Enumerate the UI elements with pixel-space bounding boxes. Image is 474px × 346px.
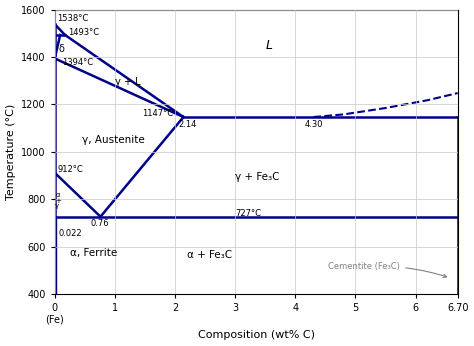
Text: α
+
γ: α + γ — [55, 192, 61, 209]
Text: 1147°C: 1147°C — [142, 109, 173, 118]
Text: γ + L: γ + L — [115, 77, 140, 87]
Text: 0.76: 0.76 — [91, 219, 109, 228]
Text: 727°C: 727°C — [235, 209, 261, 218]
Text: 2.14: 2.14 — [178, 120, 196, 129]
Text: 1493°C: 1493°C — [68, 28, 99, 37]
Text: γ + Fe₃C: γ + Fe₃C — [235, 172, 280, 182]
Y-axis label: Temperature (°C): Temperature (°C) — [6, 104, 16, 200]
Text: γ, Austenite: γ, Austenite — [82, 135, 145, 145]
Text: L: L — [265, 39, 272, 52]
Text: δ: δ — [58, 44, 64, 54]
Text: 0.022: 0.022 — [58, 229, 82, 238]
Text: α, Ferrite: α, Ferrite — [70, 248, 117, 258]
Text: 1538°C: 1538°C — [57, 14, 89, 23]
Text: 912°C: 912°C — [57, 165, 83, 174]
Text: Cementite (Fe₃C): Cementite (Fe₃C) — [328, 262, 447, 277]
Text: α + Fe₃C: α + Fe₃C — [187, 250, 232, 260]
Text: 1394°C: 1394°C — [62, 58, 93, 67]
X-axis label: Composition (wt% C): Composition (wt% C) — [198, 330, 315, 340]
Text: 4.30: 4.30 — [304, 120, 323, 129]
